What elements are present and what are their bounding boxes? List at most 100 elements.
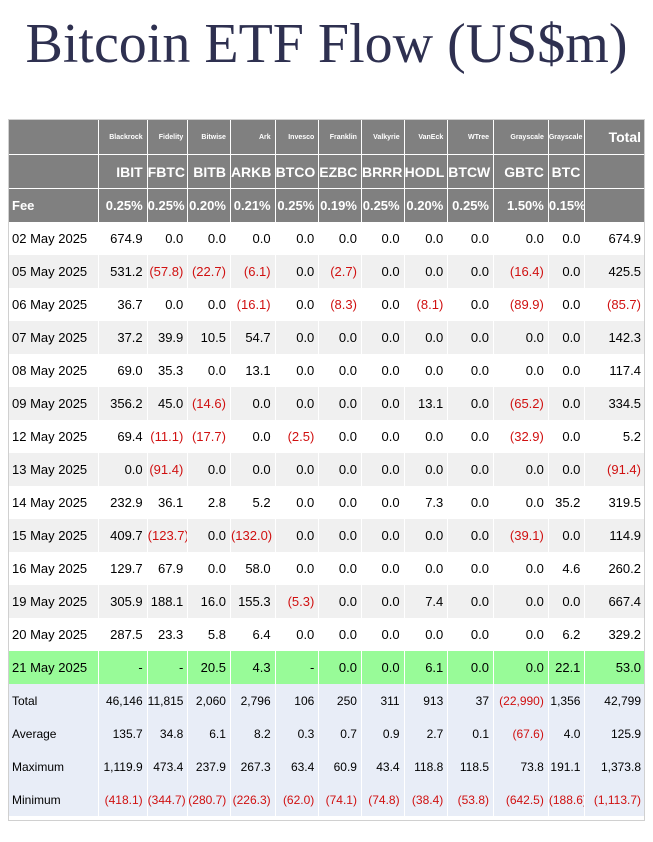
ticker-label: BRRR <box>361 154 405 189</box>
flow-cell: (8.1) <box>404 288 449 321</box>
stats-cell: 0.3 <box>275 717 320 750</box>
flow-cell: 0.0 <box>187 552 231 585</box>
stats-cell: 8.2 <box>230 717 276 750</box>
flow-cell: 37.2 <box>98 321 148 354</box>
flow-cell: 0.0 <box>275 453 320 486</box>
flow-cell: 0.0 <box>447 453 494 486</box>
flow-cell: 67.9 <box>147 552 189 585</box>
stats-cell: 60.9 <box>318 750 362 783</box>
stats-cell: 2.7 <box>404 717 449 750</box>
row-total: 667.4 <box>584 585 645 618</box>
issuer-label: Franklin <box>318 120 362 155</box>
flow-cell: 0.0 <box>361 387 405 420</box>
flow-cell: 6.4 <box>230 618 276 651</box>
flow-cell: 0.0 <box>318 453 362 486</box>
flow-cell: 0.0 <box>404 519 449 552</box>
flow-cell: (16.1) <box>230 288 276 321</box>
flow-cell: 0.0 <box>361 321 405 354</box>
flow-cell: 0.0 <box>447 387 494 420</box>
row-date: 07 May 2025 <box>9 321 99 354</box>
table-row: 13 May 2025 0.0 (91.4) 0.0 0.0 0.0 0.0 0.0 0.0 0.… <box>9 453 645 486</box>
stats-cell: 311 <box>361 684 405 717</box>
flow-cell: 0.0 <box>548 321 586 354</box>
flow-cell: 36.7 <box>98 288 148 321</box>
flow-cell: 0.0 <box>187 354 231 387</box>
stats-cell: (38.4) <box>404 783 449 816</box>
issuer-corner <box>9 120 99 155</box>
flow-cell: 0.0 <box>147 222 189 255</box>
flow-cell: - <box>147 651 189 684</box>
stats-cell: 0.1 <box>447 717 494 750</box>
row-total: 319.5 <box>584 486 645 519</box>
flow-cell: 0.0 <box>318 354 362 387</box>
flow-cell: 0.0 <box>493 321 549 354</box>
flow-cell: 0.0 <box>447 354 494 387</box>
stats-cell: (188.6) <box>548 783 586 816</box>
flow-cell: 2.8 <box>187 486 231 519</box>
flow-cell: 0.0 <box>230 420 276 453</box>
fee-total-blank <box>584 188 645 222</box>
total-column-header: Total <box>584 120 645 155</box>
flow-cell: 0.0 <box>447 552 494 585</box>
flow-cell: 0.0 <box>361 222 405 255</box>
flow-cell: 287.5 <box>98 618 148 651</box>
flow-cell: 0.0 <box>447 321 494 354</box>
flow-cell: (16.4) <box>493 255 549 288</box>
flow-cell: 10.5 <box>187 321 231 354</box>
flow-cell: (123.7) <box>147 519 189 552</box>
flow-cell: 0.0 <box>404 420 449 453</box>
flow-cell: 0.0 <box>404 354 449 387</box>
row-total: 53.0 <box>584 651 645 684</box>
ticker-label: EZBC <box>318 154 362 189</box>
flow-cell: 4.3 <box>230 651 276 684</box>
flow-cell: 0.0 <box>318 552 362 585</box>
flow-cell: 0.0 <box>493 222 549 255</box>
stats-cell: (74.1) <box>318 783 362 816</box>
flow-cell: - <box>275 651 320 684</box>
stats-cell: 267.3 <box>230 750 276 783</box>
flow-cell: 0.0 <box>404 321 449 354</box>
row-date: 20 May 2025 <box>9 618 99 651</box>
stats-cell: (344.7) <box>147 783 189 816</box>
flow-cell: 0.0 <box>275 618 320 651</box>
flow-cell: 129.7 <box>98 552 148 585</box>
flow-cell: 45.0 <box>147 387 189 420</box>
stats-cell: 118.5 <box>447 750 494 783</box>
row-total: 425.5 <box>584 255 645 288</box>
flow-cell: 0.0 <box>361 585 405 618</box>
table-row: 12 May 2025 69.4 (11.1) (17.7) 0.0 (2.5) 0.0 0.… <box>9 420 645 453</box>
ticker-label: BTCW <box>447 154 494 189</box>
stats-row: Minimum (418.1) (344.7) (280.7) (226.3) (62.0… <box>9 783 645 816</box>
stats-label: Average <box>9 717 99 750</box>
row-total: 114.9 <box>584 519 645 552</box>
flow-cell: 0.0 <box>318 222 362 255</box>
flow-cell: 232.9 <box>98 486 148 519</box>
row-total: 334.5 <box>584 387 645 420</box>
flow-cell: 0.0 <box>230 222 276 255</box>
stats-total: 1,373.8 <box>584 750 645 783</box>
flow-cell: 0.0 <box>275 486 320 519</box>
fee-label: Fee <box>9 188 99 222</box>
ticker-header-row: IBIT FBTC BITB ARKB BTCO EZBC BRRR HODL BTCW GBTC… <box>9 154 645 189</box>
flow-cell: 23.3 <box>147 618 189 651</box>
stats-cell: 0.7 <box>318 717 362 750</box>
ticker-label: IBIT <box>98 154 148 189</box>
flow-cell: 20.5 <box>187 651 231 684</box>
etf-flow-table: Blackrock Fidelity Bitwise Ark Invesco Frankl… <box>9 120 645 816</box>
flow-cell: 0.0 <box>361 354 405 387</box>
flow-cell: 0.0 <box>275 552 320 585</box>
flow-cell: 0.0 <box>361 552 405 585</box>
flow-cell: 0.0 <box>275 387 320 420</box>
row-total: 117.4 <box>584 354 645 387</box>
stats-cell: (74.8) <box>361 783 405 816</box>
row-total: (91.4) <box>584 453 645 486</box>
flow-cell: 0.0 <box>548 387 586 420</box>
flow-cell: 0.0 <box>447 486 494 519</box>
stats-total: 125.9 <box>584 717 645 750</box>
flow-cell: (17.7) <box>187 420 231 453</box>
flow-cell: 7.3 <box>404 486 449 519</box>
flow-cell: 0.0 <box>318 420 362 453</box>
flow-cell: 0.0 <box>548 288 586 321</box>
flow-cell: 0.0 <box>318 585 362 618</box>
ticker-label: BITB <box>187 154 231 189</box>
